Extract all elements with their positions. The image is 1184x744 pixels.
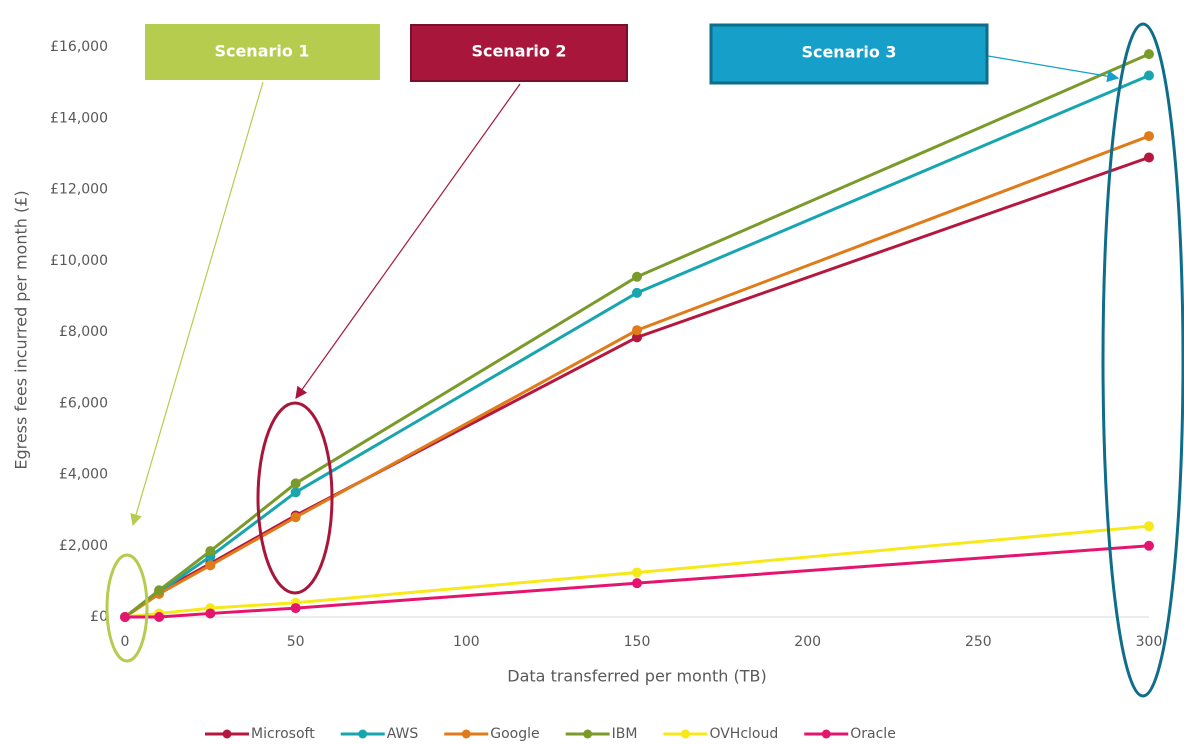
legend-swatch-dot	[680, 729, 690, 739]
data-point	[632, 271, 642, 282]
y-tick-label: £14,000	[50, 110, 108, 126]
series-line	[125, 544, 1150, 619]
ellipse	[256, 401, 334, 595]
data-point	[120, 612, 130, 622]
y-tick-label: £2,000	[59, 538, 108, 554]
series-line	[124, 52, 1150, 619]
data-point	[1144, 152, 1154, 163]
legend-item: Microsoft	[205, 726, 315, 742]
x-tick-label: 200	[794, 634, 821, 650]
data-point	[1144, 70, 1154, 81]
data-point	[205, 560, 216, 571]
y-tick-label: £12,000	[50, 182, 108, 198]
scenario-label: Scenario 3	[801, 43, 896, 62]
legend-item: OVHcloud	[663, 726, 778, 742]
data-point	[205, 546, 216, 557]
legend-item: Google	[444, 726, 540, 742]
x-tick-label: 300	[1136, 634, 1163, 650]
legend-label: IBM	[612, 726, 638, 742]
legend-label: Oracle	[850, 726, 896, 742]
scenario-label: Scenario 1	[214, 42, 309, 61]
x-axis-title: Data transferred per month (TB)	[507, 667, 766, 686]
legend: Microsoft AWS Google IBM OVHcloud Oracle	[205, 726, 896, 742]
series-line	[124, 156, 1150, 619]
legend-swatch-dot	[821, 729, 831, 739]
data-point	[290, 478, 301, 489]
data-point	[632, 578, 642, 589]
legend-swatch-dot	[358, 729, 368, 739]
data-point	[154, 612, 165, 622]
scenario-box	[410, 24, 628, 82]
scenario-box	[145, 24, 380, 80]
data-point	[290, 487, 301, 498]
data-point	[1144, 540, 1154, 551]
legend-swatch-dot	[461, 729, 471, 739]
data-point	[1144, 131, 1154, 142]
data-point	[1144, 49, 1154, 60]
data-point	[1144, 521, 1154, 532]
x-tick-label: 0	[121, 634, 130, 650]
x-tick-label: 50	[287, 634, 305, 650]
y-tick-label: £16,000	[50, 39, 108, 55]
arrow	[295, 83, 521, 399]
ellipse	[1101, 22, 1184, 698]
legend-swatch-dot	[222, 729, 232, 739]
data-point	[154, 585, 165, 596]
series-line	[124, 134, 1150, 619]
data-point	[632, 567, 642, 578]
y-tick-label: £4,000	[59, 467, 108, 483]
legend-swatch-dot	[583, 729, 593, 739]
legend-item: Oracle	[804, 726, 896, 742]
series-line	[124, 524, 1150, 619]
x-tick-label: 250	[965, 634, 992, 650]
arrow	[987, 55, 1120, 83]
data-point	[632, 325, 642, 336]
legend-label: Google	[490, 726, 539, 742]
data-point	[632, 287, 642, 298]
y-tick-label: £6,000	[59, 395, 108, 411]
data-point	[290, 603, 301, 614]
series-line	[124, 74, 1150, 619]
data-point	[290, 512, 301, 523]
scenario-label: Scenario 2	[471, 42, 566, 61]
data-point	[205, 608, 216, 619]
y-tick-label: £8,000	[59, 324, 108, 340]
ellipse	[105, 553, 149, 663]
y-axis-title: Egress fees incurred per month (£)	[12, 190, 31, 469]
x-tick-label: 150	[624, 634, 651, 650]
data-point	[632, 332, 642, 343]
legend-label: OVHcloud	[709, 726, 778, 742]
y-tick-label: £0	[90, 609, 108, 625]
legend-item: IBM	[565, 726, 638, 742]
arrow	[130, 81, 264, 527]
legend-item: AWS	[340, 726, 419, 742]
x-tick-label: 100	[453, 634, 480, 650]
legend-label: Microsoft	[251, 726, 315, 742]
legend-label: AWS	[387, 726, 419, 742]
scenario-box	[709, 23, 989, 85]
y-tick-label: £10,000	[50, 253, 108, 269]
annotations: Scenario 1 Scenario 2 Scenario 3	[105, 22, 1184, 698]
plot-area: £0 £2,000 £4,000 £6,000 £8,000 £10,000 £12,000…	[50, 39, 1162, 650]
